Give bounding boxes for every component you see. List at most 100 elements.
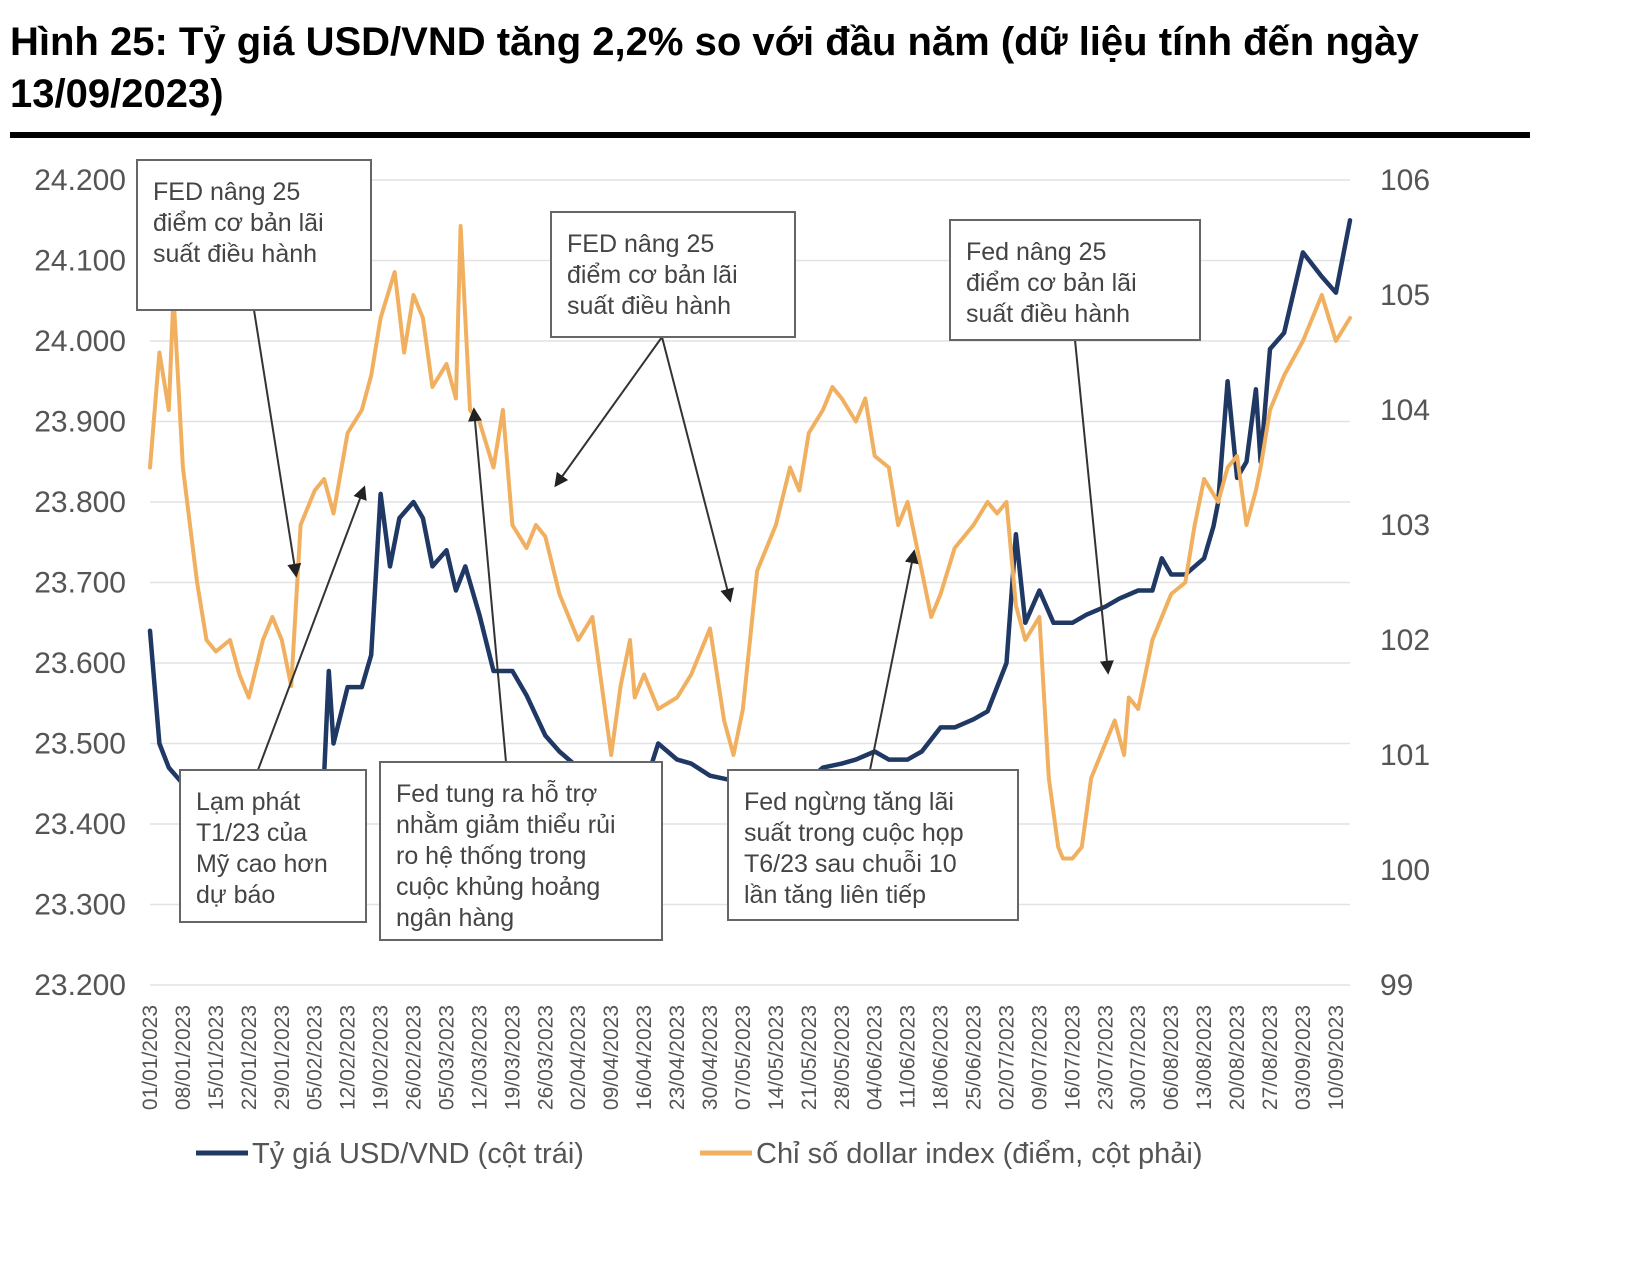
y-left-tick-label: 23.400 bbox=[34, 808, 126, 841]
series-line-dollar-index bbox=[148, 224, 1352, 861]
annotation-text: lần tăng liên tiếp bbox=[744, 881, 926, 909]
annotation-text: T1/23 của bbox=[196, 819, 307, 847]
x-axis: 01/01/2023 08/01/2023 15/01/2023 22/01/2023… bbox=[139, 1005, 1348, 1110]
y-left-tick-label: 23.700 bbox=[34, 567, 126, 600]
annotation-box: FED nâng 25 điểm cơ bản lãi suất điều hành bbox=[136, 159, 372, 311]
annotation-arrows bbox=[253, 309, 1114, 771]
y-left-tick-label: 24.100 bbox=[34, 245, 126, 278]
y-right-tick-label: 103 bbox=[1380, 509, 1430, 542]
annotation-arrow bbox=[253, 309, 302, 578]
annotation-box: Fed nâng 25 điểm cơ bản lãi suất điều hành bbox=[949, 219, 1201, 341]
x-tick-label: 02/07/2023 bbox=[995, 1005, 1018, 1110]
x-tick-label: 26/03/2023 bbox=[534, 1005, 557, 1110]
annotation-frame bbox=[727, 769, 1019, 921]
x-tick-label: 18/06/2023 bbox=[930, 1005, 953, 1110]
x-tick-label: 03/09/2023 bbox=[1292, 1005, 1315, 1110]
x-tick-label: 13/08/2023 bbox=[1193, 1005, 1216, 1110]
annotation-arrow bbox=[468, 407, 507, 763]
y-right-tick-label: 105 bbox=[1380, 279, 1430, 312]
annotation-text: ro hệ thống trong bbox=[396, 842, 586, 870]
annotation-arrow bbox=[554, 336, 663, 488]
annotation-text: điểm cơ bản lãi bbox=[153, 209, 324, 237]
annotation-frame bbox=[949, 219, 1201, 341]
x-tick-label: 02/04/2023 bbox=[567, 1005, 590, 1110]
x-tick-label: 23/04/2023 bbox=[666, 1005, 689, 1110]
y-axis-right: 99 100 101 102 103 104 105 106 bbox=[1380, 164, 1430, 1002]
x-tick-label: 14/05/2023 bbox=[765, 1005, 788, 1110]
annotation-text: ngân hàng bbox=[396, 904, 514, 932]
annotation-box: Lạm phát T1/23 của Mỹ cao hơn dự báo bbox=[179, 769, 367, 923]
x-tick-label: 11/06/2023 bbox=[897, 1005, 920, 1109]
annotation-text: điểm cơ bản lãi bbox=[966, 269, 1137, 297]
annotations: FED nâng 25 điểm cơ bản lãi suất điều hành… bbox=[136, 159, 1201, 941]
annotation-text: nhằm giảm thiểu rủi bbox=[396, 810, 616, 839]
x-tick-label: 12/02/2023 bbox=[337, 1005, 360, 1110]
x-tick-label: 30/04/2023 bbox=[699, 1005, 722, 1110]
annotation-arrow bbox=[1074, 339, 1114, 675]
annotation-text: FED nâng 25 bbox=[567, 230, 714, 258]
x-tick-label: 28/05/2023 bbox=[831, 1005, 854, 1110]
annotation-box: Fed ngừng tăng lãi suất trong cuộc họpT6/… bbox=[727, 769, 1019, 921]
y-right-tick-label: 101 bbox=[1380, 739, 1430, 772]
y-right-tick-label: 104 bbox=[1380, 394, 1430, 427]
x-tick-label: 04/06/2023 bbox=[864, 1005, 887, 1110]
x-tick-label: 27/08/2023 bbox=[1259, 1005, 1282, 1110]
y-left-tick-label: 24.000 bbox=[34, 325, 126, 358]
annotation-arrow bbox=[257, 485, 367, 771]
x-tick-label: 07/05/2023 bbox=[732, 1005, 755, 1110]
annotation-box: FED nâng 25 điểm cơ bản lãi suất điều hành bbox=[550, 211, 796, 338]
annotation-text: suất điều hành bbox=[966, 300, 1130, 328]
annotation-text: FED nâng 25 bbox=[153, 178, 300, 206]
annotation-frame bbox=[136, 159, 372, 311]
y-left-tick-label: 23.900 bbox=[34, 406, 126, 439]
y-left-tick-label: 23.300 bbox=[34, 889, 126, 922]
x-tick-label: 05/03/2023 bbox=[435, 1005, 458, 1110]
y-right-tick-label: 106 bbox=[1380, 164, 1430, 197]
legend-label: Chỉ số dollar index (điểm, cột phải) bbox=[756, 1138, 1202, 1170]
y-axis-left: 23.200 23.300 23.400 23.500 23.600 23.700 23.8… bbox=[34, 164, 126, 1002]
x-tick-label: 29/01/2023 bbox=[271, 1005, 294, 1110]
legend-label: Tỷ giá USD/VND (cột trái) bbox=[252, 1138, 584, 1170]
title-rule bbox=[10, 132, 1530, 138]
annotation-text: cuộc khủng hoảng bbox=[396, 873, 600, 901]
figure-title: Hình 25: Tỷ giá USD/VND tăng 2,2% so với… bbox=[10, 20, 1419, 116]
y-left-tick-label: 23.800 bbox=[34, 486, 126, 519]
annotation-text: Fed ngừng tăng lãi bbox=[744, 788, 954, 816]
x-tick-label: 10/09/2023 bbox=[1325, 1005, 1348, 1110]
annotation-frame bbox=[379, 761, 663, 941]
annotation-arrow bbox=[661, 336, 734, 603]
x-tick-label: 26/02/2023 bbox=[403, 1005, 426, 1110]
x-tick-label: 22/01/2023 bbox=[238, 1005, 261, 1110]
x-tick-label: 06/08/2023 bbox=[1160, 1005, 1183, 1110]
annotation-text: T6/23 sau chuỗi 10 bbox=[744, 849, 957, 878]
x-tick-label: 19/02/2023 bbox=[370, 1005, 393, 1110]
x-tick-label: 30/07/2023 bbox=[1127, 1005, 1150, 1110]
annotation-text: suất trong cuộc họp bbox=[744, 819, 964, 847]
y-left-tick-label: 24.200 bbox=[34, 164, 126, 197]
x-tick-label: 21/05/2023 bbox=[798, 1005, 821, 1110]
annotation-text: điểm cơ bản lãi bbox=[567, 261, 738, 289]
y-left-tick-label: 23.500 bbox=[34, 728, 126, 761]
y-right-tick-label: 99 bbox=[1380, 969, 1413, 1002]
annotation-text: Fed nâng 25 bbox=[966, 238, 1106, 266]
y-right-tick-label: 102 bbox=[1380, 624, 1430, 657]
x-tick-label: 01/01/2023 bbox=[139, 1005, 162, 1110]
annotation-arrow bbox=[869, 549, 919, 771]
x-tick-label: 19/03/2023 bbox=[501, 1005, 524, 1110]
annotation-frame bbox=[179, 769, 367, 923]
annotation-text: dự báo bbox=[196, 881, 275, 909]
x-tick-label: 16/04/2023 bbox=[633, 1005, 656, 1110]
x-tick-label: 12/03/2023 bbox=[468, 1005, 491, 1110]
y-left-tick-label: 23.600 bbox=[34, 647, 126, 680]
annotation-text: suất điều hành bbox=[567, 292, 731, 320]
annotation-frame bbox=[550, 211, 796, 338]
x-tick-label: 25/06/2023 bbox=[963, 1005, 986, 1110]
x-tick-label: 05/02/2023 bbox=[304, 1005, 327, 1110]
annotation-text: Lạm phát bbox=[196, 788, 300, 816]
x-tick-label: 15/01/2023 bbox=[205, 1005, 228, 1110]
x-tick-label: 16/07/2023 bbox=[1061, 1005, 1084, 1110]
x-tick-label: 20/08/2023 bbox=[1226, 1005, 1249, 1110]
annotation-text: Fed tung ra hỗ trợ bbox=[396, 779, 597, 808]
